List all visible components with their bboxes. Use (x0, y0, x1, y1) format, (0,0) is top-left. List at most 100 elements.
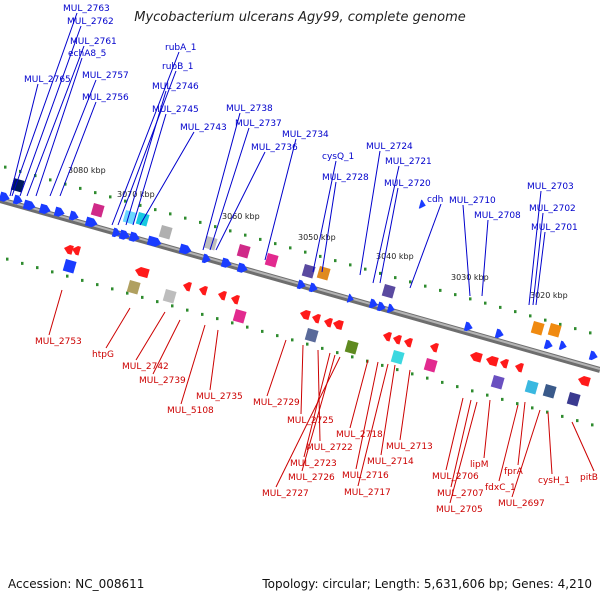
scale-tick (6, 257, 9, 261)
scale-tick (49, 178, 52, 182)
leader-line (450, 399, 472, 488)
genome-title: Mycobacterium ulcerans Agy99, complete g… (134, 10, 466, 25)
reverse-gene-arrow (515, 363, 524, 373)
leader-line (266, 339, 287, 397)
scale-tick (169, 212, 172, 216)
scale-tick (259, 237, 262, 241)
scale-label: 3040 kbp (376, 252, 414, 261)
gene-box (232, 309, 247, 324)
forward-gene-arrow (146, 235, 162, 247)
leader-line (300, 344, 304, 415)
leader-line (372, 165, 400, 284)
leader-line (349, 359, 369, 429)
gene-label: MUL_2705 (436, 505, 483, 515)
scale-tick (291, 338, 294, 342)
scale-tick (411, 372, 414, 376)
leader-line (9, 83, 39, 197)
gene-label: MUL_2737 (235, 119, 282, 129)
scale-tick (214, 225, 217, 229)
forward-gene-arrow (376, 301, 386, 312)
leader-line (462, 204, 471, 297)
leader-line (264, 138, 297, 261)
gene-label: lipM (470, 460, 488, 470)
scale-tick (514, 310, 517, 314)
scale-label: 3080 kbp (68, 166, 106, 175)
gene-label: MUL_2714 (367, 457, 414, 467)
leader-line (117, 70, 177, 226)
gene-label: MUL_2756 (82, 93, 129, 103)
leader-line (483, 399, 491, 459)
scale-tick (484, 301, 487, 305)
gene-label: cysQ_1 (322, 152, 354, 162)
gene-label: rubB_1 (162, 62, 194, 72)
scale-tick (454, 293, 457, 297)
gene-label: MUL_2739 (139, 376, 186, 386)
reverse-gene-arrow (64, 245, 74, 255)
leader-line (125, 90, 167, 226)
scale-tick (81, 278, 84, 282)
forward-gene-arrow (308, 282, 318, 293)
reverse-gene-arrow (312, 314, 321, 324)
gene-label: MUL_2729 (253, 398, 300, 408)
scale-tick (319, 254, 322, 258)
scale-tick (51, 270, 54, 274)
scale-tick (409, 280, 412, 284)
gene-box (90, 203, 105, 218)
gene-label: MUL_2735 (196, 392, 243, 402)
gene-label: pitB (580, 473, 598, 483)
reverse-gene-arrow (324, 318, 333, 328)
gene-label: cysH_1 (538, 476, 570, 486)
scale-tick (96, 283, 99, 287)
leader-line (535, 231, 546, 306)
reverse-gene-arrow (486, 356, 499, 367)
gene-label: MUL_2726 (288, 473, 335, 483)
leader-line (111, 51, 180, 226)
scale-tick (79, 186, 82, 190)
leader-line (498, 404, 519, 482)
scale-tick (244, 233, 247, 237)
forward-gene-arrow (201, 253, 211, 264)
gene-label: MUL_2722 (306, 443, 353, 453)
reverse-gene-arrow (231, 295, 240, 305)
leader-line (215, 151, 266, 251)
forward-gene-arrow (543, 339, 553, 350)
scale-tick (426, 376, 429, 380)
leader-line (481, 219, 489, 297)
gene-label: MUL_2706 (432, 472, 479, 482)
scale-tick (591, 423, 594, 427)
forward-gene-arrow (68, 210, 79, 221)
gene-box (316, 265, 331, 281)
scale-label: 3050 kbp (298, 233, 336, 242)
scale-tick (289, 246, 292, 250)
scale-tick (21, 261, 24, 265)
gene-label: MUL_2708 (474, 211, 521, 221)
scale-tick (336, 351, 339, 355)
gene-box (547, 323, 562, 338)
scale-tick (471, 389, 474, 393)
gene-box (126, 280, 141, 295)
gene-label: MUL_2738 (226, 104, 273, 114)
leader-line (209, 127, 250, 251)
gene-box (236, 244, 251, 259)
scale-tick (276, 334, 279, 338)
gene-label: rubA_1 (165, 43, 197, 53)
scale-tick (216, 317, 219, 321)
leader-line (399, 369, 411, 441)
leader-line (209, 329, 219, 391)
gene-label: MUL_2753 (35, 337, 82, 347)
forward-gene-arrow (296, 279, 306, 290)
gene-label: MUL_2727 (262, 489, 309, 499)
scale-tick (274, 242, 277, 246)
leader-line (445, 397, 464, 471)
gene-label: MUL_2728 (322, 173, 369, 183)
gene-label: MUL_2765 (24, 75, 71, 85)
forward-gene-arrow (84, 216, 98, 228)
leader-line (357, 363, 389, 487)
gene-box (264, 253, 279, 268)
leader-line (202, 112, 241, 251)
leader-line (35, 57, 83, 197)
scale-tick (424, 284, 427, 288)
scale-tick (109, 195, 112, 199)
forward-gene-arrow (494, 328, 504, 339)
